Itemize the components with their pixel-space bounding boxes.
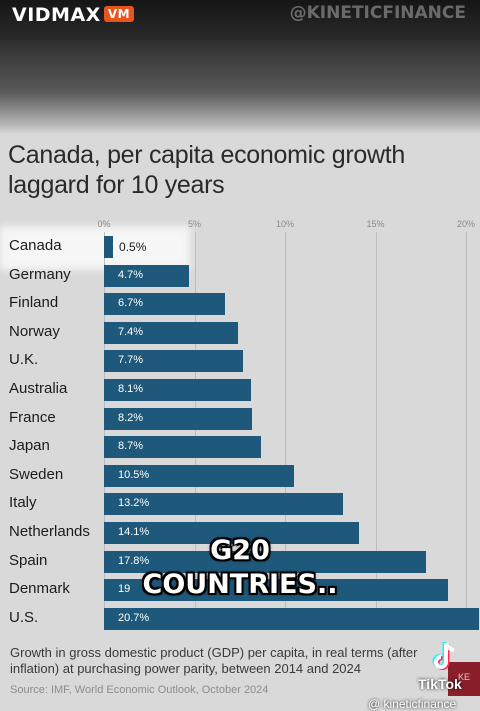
category-label: Italy	[9, 494, 37, 512]
bar	[104, 236, 114, 258]
corner-logo-text: KE	[458, 672, 471, 682]
category-label: U.S.	[9, 608, 39, 626]
category-label: Netherlands	[9, 523, 90, 540]
value-label: 8.7%	[118, 440, 144, 453]
chart-title: Canada, per capita economic growth lagga…	[8, 141, 405, 199]
x-tick-label: 10%	[275, 219, 295, 229]
value-label: 20.7%	[118, 611, 150, 624]
chart-source: Source: IMF, World Economic Outlook, Oct…	[10, 684, 269, 696]
category-label: Norway	[9, 322, 60, 340]
bar	[104, 350, 244, 373]
x-tick-label: 15%	[366, 219, 385, 229]
x-tick-label: 20%	[456, 219, 476, 229]
category-label: U.K.	[9, 351, 39, 369]
value-label: 0.5%	[119, 240, 147, 254]
bar	[104, 579, 448, 602]
value-label: 8.2%	[118, 411, 144, 424]
value-label: 10.5%	[118, 468, 150, 481]
value-label: 6.7%	[118, 297, 144, 310]
top-bar: VIDMAX VM @KINETICFINANCE	[0, 0, 480, 40]
category-label: Australia	[9, 380, 68, 397]
x-tick-label: 5%	[187, 219, 202, 229]
gridline	[375, 232, 377, 624]
bar	[104, 493, 343, 516]
tiktok-icon	[432, 642, 455, 670]
value-label: 14.1%	[118, 526, 150, 538]
video-background	[0, 40, 480, 135]
bar	[104, 407, 253, 430]
bar	[104, 522, 360, 544]
x-tick-label: 0%	[97, 219, 111, 229]
value-label: 7.4%	[118, 325, 144, 338]
value-label: 17.8%	[118, 554, 150, 567]
tiktok-handle: @ kineticfinance	[368, 697, 457, 711]
bar	[104, 379, 251, 401]
caption-overlay: G20 COUNTRIES..	[90, 534, 390, 602]
value-label: 19	[118, 583, 131, 596]
bar	[104, 464, 295, 487]
bar	[104, 264, 190, 287]
bar	[104, 436, 262, 459]
bar	[104, 321, 238, 344]
corner-logo	[448, 662, 480, 696]
bar	[104, 550, 427, 573]
brand-badge: VM	[103, 6, 135, 22]
category-label: Canada	[9, 237, 62, 254]
caption-line-1: G20	[210, 535, 270, 566]
value-label: 8.1%	[118, 383, 144, 395]
gridline	[285, 232, 286, 624]
category-label: Finland	[9, 294, 59, 312]
category-label: Sweden	[9, 465, 64, 483]
bar	[104, 607, 479, 630]
gridline	[466, 232, 467, 624]
value-label: 4.7%	[118, 268, 144, 281]
chart-footnote: Growth in gross domestic product (GDP) p…	[10, 645, 418, 676]
value-label: 7.7%	[118, 354, 144, 367]
watermark-handle: @KINETICFINANCE	[289, 3, 466, 23]
caption-line-2: COUNTRIES..	[142, 569, 338, 600]
category-label: Japan	[9, 437, 50, 455]
category-label: Spain	[9, 551, 48, 569]
tiktok-label: TikTok	[418, 676, 462, 692]
canada-highlight	[0, 226, 190, 270]
category-label: Denmark	[9, 580, 70, 598]
brand-text: VIDMAX	[12, 4, 101, 26]
bar	[104, 293, 226, 316]
category-label: France	[9, 408, 56, 426]
value-label: 13.2%	[118, 497, 150, 510]
category-label: Germany	[9, 265, 71, 283]
vidmax-logo: VIDMAX VM	[12, 4, 135, 26]
